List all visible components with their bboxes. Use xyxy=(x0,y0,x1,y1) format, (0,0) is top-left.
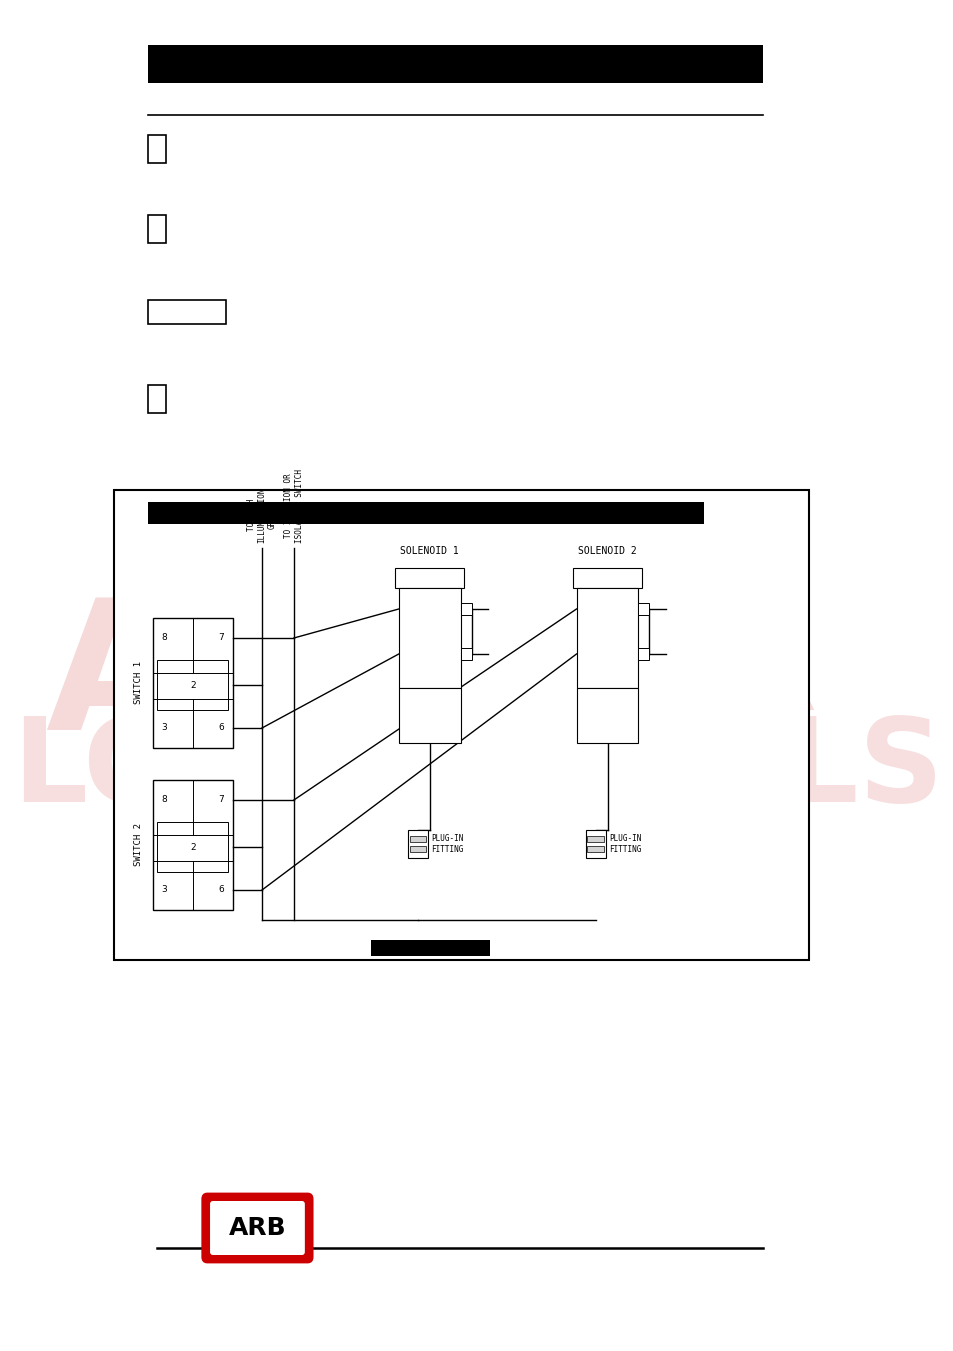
Bar xyxy=(152,780,233,911)
Text: ARB: ARB xyxy=(229,1216,286,1240)
Bar xyxy=(148,385,166,413)
Bar xyxy=(460,603,471,615)
Bar xyxy=(572,567,641,588)
Bar xyxy=(638,603,649,615)
Text: ALS: ALS xyxy=(692,712,943,828)
Bar xyxy=(371,940,490,957)
Text: PLUG-IN
FITTING: PLUG-IN FITTING xyxy=(609,835,641,854)
Bar xyxy=(114,490,808,961)
Bar xyxy=(157,821,228,871)
FancyBboxPatch shape xyxy=(203,1194,312,1262)
Text: TO DASH
ILLUMINATION
GROUND: TO DASH ILLUMINATION GROUND xyxy=(247,488,276,543)
Bar xyxy=(148,45,762,82)
Text: ARB: ARB xyxy=(45,592,460,767)
FancyBboxPatch shape xyxy=(210,1201,305,1255)
Text: 7: 7 xyxy=(218,634,224,643)
Text: 6: 6 xyxy=(218,724,224,732)
Text: SWITCH 1: SWITCH 1 xyxy=(134,662,143,704)
Text: 2: 2 xyxy=(190,843,195,851)
Bar xyxy=(587,836,603,842)
Bar xyxy=(409,846,426,852)
Text: 7: 7 xyxy=(218,796,224,804)
Bar xyxy=(585,830,605,858)
Bar xyxy=(395,567,464,588)
Bar xyxy=(576,588,638,688)
Text: AIR: AIR xyxy=(472,571,817,748)
Text: PLUG-IN
FITTING: PLUG-IN FITTING xyxy=(431,835,463,854)
Text: 6: 6 xyxy=(218,885,224,894)
Text: 3: 3 xyxy=(161,885,167,894)
Text: 8: 8 xyxy=(161,634,167,643)
Text: 8: 8 xyxy=(161,796,167,804)
Bar xyxy=(157,661,228,711)
Text: LO: LO xyxy=(12,712,183,828)
Bar xyxy=(398,688,460,743)
Bar xyxy=(638,648,649,661)
Bar xyxy=(408,830,428,858)
Bar xyxy=(148,503,703,524)
Text: TO IGNITION OR
ISOLATING SWITCH: TO IGNITION OR ISOLATING SWITCH xyxy=(284,469,303,543)
Text: SOLENOID 1: SOLENOID 1 xyxy=(400,546,458,557)
Bar xyxy=(148,215,166,243)
Text: SOLENOID 2: SOLENOID 2 xyxy=(578,546,637,557)
Text: 3: 3 xyxy=(161,724,167,732)
Bar xyxy=(152,617,233,748)
Text: SWITCH 2: SWITCH 2 xyxy=(134,824,143,866)
Bar xyxy=(460,648,471,661)
Text: 2: 2 xyxy=(190,681,195,689)
Bar xyxy=(148,135,166,163)
Bar xyxy=(398,588,460,688)
Bar xyxy=(148,300,225,324)
Bar xyxy=(409,836,426,842)
Bar xyxy=(587,846,603,852)
Bar xyxy=(576,688,638,743)
